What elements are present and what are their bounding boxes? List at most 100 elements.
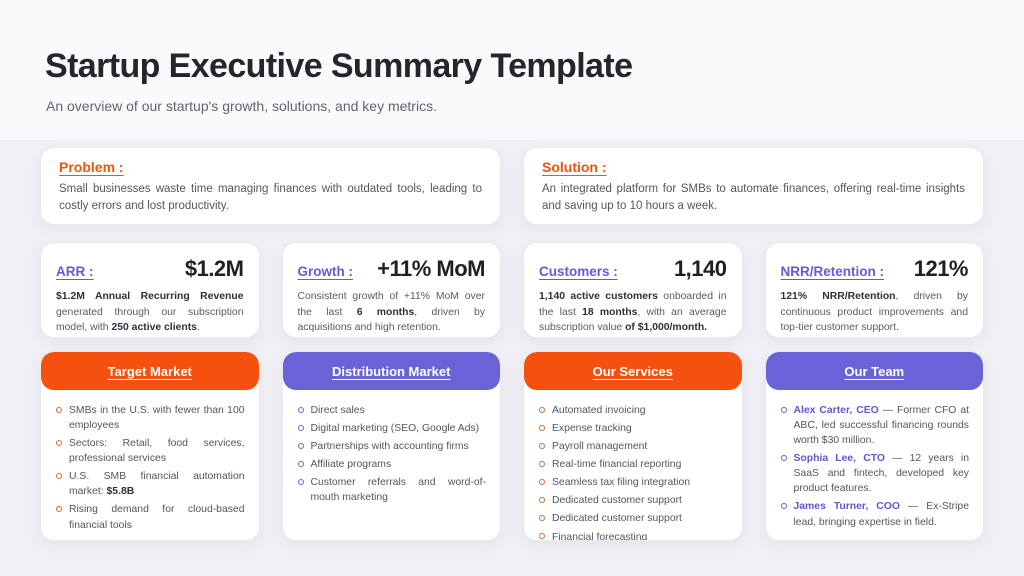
text-segment: Customer referrals and word-of-mouth mar… [310,477,487,504]
details-row: Target Market SMBs in the U.S. with fewe… [40,351,984,541]
bullet-circle-icon [297,442,304,449]
text-segment: Rising demand for cloud-based financial … [69,504,245,531]
text-segment: 1,140 active customers [539,291,658,302]
text-segment: SMBs in the U.S. with fewer than 100 emp… [69,405,245,432]
metric-head: ARR : $1.2M [56,256,244,282]
list-item-text: Automated invoicing [552,403,728,418]
text-segment: — Ex-Stripe lead, bringing expertise in … [793,501,970,528]
text-segment: 18 months [582,306,638,318]
target-market-header: Target Market [41,352,259,390]
bullet-circle-icon [780,502,787,509]
list-item: Sophia Lee, CTO — 12 years in SaaS and f… [779,451,970,496]
list-item-text: James Turner, COO — Ex-Stripe lead, brin… [794,499,970,529]
our-services-header: Our Services [524,352,742,390]
text-segment: Seamless tax filing integration [552,477,691,489]
bullet-circle-icon [56,472,62,479]
growth-value: +11% MoM [377,256,485,281]
list-item-text: Partnerships with accounting firms [311,439,487,454]
bullet-circle-icon [780,454,787,461]
nrr-retention-card: NRR/Retention : 121% 121% NRR/Retention,… [764,242,984,338]
bullet-circle-icon [539,478,545,485]
growth-description: Consistent growth of +11% MoM over the l… [298,289,486,336]
text-segment: , driven by continuous product improveme… [780,291,969,334]
distribution-market-card: Distribution Market Direct sales Digital … [281,351,501,541]
text-segment: Payroll management [552,441,648,453]
text-segment: , driven by acquisitions and high retent… [297,306,486,334]
distribution-market-header: Distribution Market [282,352,500,390]
list-item: U.S. SMB financial automation market: $5… [54,469,245,499]
bullet-circle-icon [297,478,304,485]
text-segment: Consistent growth of +11% MoM over the l… [297,291,486,318]
metrics-row: ARR : $1.2M $1.2M Annual Recurring Reven… [40,242,984,338]
distribution-market-list: Direct sales Digital marketing (SEO, Goog… [296,403,487,505]
list-item: Sectors: Retail, food services, professi… [54,436,245,466]
list-item: Payroll management [537,439,728,454]
list-item: Customer referrals and word-of-mouth mar… [296,475,487,505]
list-item-text: Rising demand for cloud-based financial … [69,502,245,532]
text-segment: Sectors: Retail, food services, professi… [69,438,245,465]
text-segment: 121% NRR/Retention [780,291,896,302]
bullet-circle-icon [539,460,545,467]
list-item-text: Direct sales [311,403,487,418]
overview-row: Problem : Small businesses waste time ma… [40,147,984,225]
list-item-text: Sectors: Retail, food services, professi… [69,436,245,466]
target-market-list: SMBs in the U.S. with fewer than 100 emp… [54,403,245,533]
arr-label: ARR : [56,264,94,279]
text-segment: James Turner, COO [793,501,900,513]
list-item-text: Alex Carter, CEO — Former CFO at ABC, le… [794,403,970,448]
text-segment: Sophia Lee, CTO [793,453,885,465]
arr-description: $1.2M Annual Recurring Revenue generated… [56,289,244,336]
text-segment: — 12 years in SaaS and fintech, develope… [793,453,970,495]
bullet-circle-icon [297,460,304,467]
bullet-circle-icon [539,514,545,521]
list-item: Partnerships with accounting firms [296,439,487,454]
nrr-retention-label: NRR/Retention : [780,264,885,279]
text-segment: $1.2M Annual Recurring Revenue [56,291,244,302]
text-segment: Partnerships with accounting firms [310,441,469,453]
our-team-card: Our Team Alex Carter, CEO — Former CFO a… [764,351,984,541]
list-item: SMBs in the U.S. with fewer than 100 emp… [54,403,245,433]
solution-card: Solution : An integrated platform for SM… [523,147,984,225]
customers-card: Customers : 1,140 1,140 active customers… [523,242,743,338]
customers-value: 1,140 [673,256,727,281]
bullet-circle-icon [780,406,787,413]
growth-card: Growth : +11% MoM Consistent growth of +… [281,242,501,338]
metric-head: Customers : 1,140 [539,256,727,282]
text-segment: of $1,000/month. [625,322,708,334]
list-item: Expense tracking [537,421,728,436]
customers-description: 1,140 active customers onboarded in the … [539,289,727,336]
bullet-circle-icon [539,496,545,503]
text-segment: Affiliate programs [310,459,392,471]
our-services-body: Automated invoicing Expense tracking Payro… [524,390,742,540]
text-segment: Real-time financial reporting [552,459,682,471]
nrr-retention-description: 121% NRR/Retention, driven by continuous… [781,289,969,336]
list-item-text: Affiliate programs [311,457,487,472]
metric-head: NRR/Retention : 121% [781,256,969,282]
bullet-circle-icon [56,439,62,446]
text-segment: Dedicated customer support [552,513,682,525]
problem-card: Problem : Small businesses waste time ma… [40,147,501,225]
bullet-circle-icon [539,406,545,413]
bullet-circle-icon [539,533,545,540]
solution-text: An integrated platform for SMBs to autom… [542,183,965,213]
list-item: Affiliate programs [296,457,487,472]
text-segment: 6 months [356,306,415,318]
list-item-text: Sophia Lee, CTO — 12 years in SaaS and f… [794,451,970,496]
list-item: Financial forecasting [537,530,728,540]
list-item-text: Seamless tax filing integration [552,475,728,490]
list-item-text: Payroll management [552,439,728,454]
arr-card: ARR : $1.2M $1.2M Annual Recurring Reven… [40,242,260,338]
text-segment: generated through our subscription model… [56,306,244,334]
list-item: Direct sales [296,403,487,418]
list-item: Dedicated customer support [537,511,728,526]
text-segment: onboarded in the last [539,291,727,318]
list-item-text: Expense tracking [552,421,728,436]
text-segment: Automated invoicing [552,405,646,416]
page-subtitle: An overview of our startup's growth, sol… [46,98,437,114]
list-item: Digital marketing (SEO, Google Ads) [296,421,487,436]
text-segment: $5.8B [106,486,135,498]
our-team-list: Alex Carter, CEO — Former CFO at ABC, le… [779,403,970,530]
distribution-market-body: Direct sales Digital marketing (SEO, Goog… [283,390,501,516]
list-item-text: U.S. SMB financial automation market: $5… [69,469,245,499]
